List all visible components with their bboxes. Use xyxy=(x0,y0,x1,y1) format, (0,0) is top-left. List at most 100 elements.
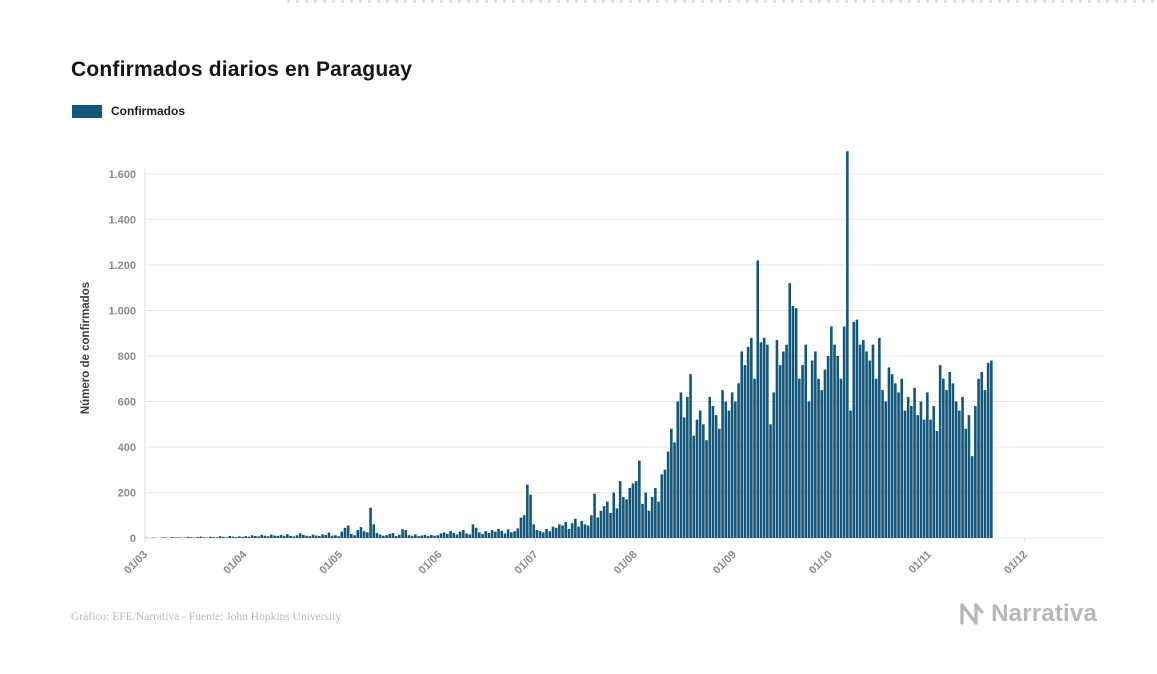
bar xyxy=(868,360,872,538)
chart-area: 0 200 400 600 800 1.000 1.200 1.400 1.600 01/03 01… xyxy=(70,140,1130,625)
bar xyxy=(702,424,705,538)
bar xyxy=(903,410,907,538)
x-tick-label: 01/12 xyxy=(1002,549,1030,577)
bar xyxy=(436,535,440,538)
bar xyxy=(823,369,827,538)
bar xyxy=(916,415,920,538)
bar xyxy=(945,390,948,539)
bar xyxy=(970,456,974,538)
bar xyxy=(625,499,628,538)
bar xyxy=(484,531,488,538)
bar xyxy=(842,326,846,538)
bar xyxy=(762,337,766,538)
x-tick-label: 01/11 xyxy=(907,549,935,577)
bar xyxy=(878,337,881,538)
bar xyxy=(286,534,289,538)
bar xyxy=(826,356,830,538)
confirmados-bar-chart: 0 200 400 600 800 1.000 1.200 1.400 1.600 01/03 01… xyxy=(108,151,1105,577)
bar xyxy=(926,392,929,538)
bar xyxy=(526,484,529,538)
bar xyxy=(631,483,635,538)
bar xyxy=(282,535,286,538)
bar xyxy=(356,530,360,538)
bar xyxy=(548,531,552,538)
bar xyxy=(394,535,398,538)
bar xyxy=(478,532,481,538)
bar xyxy=(529,494,532,538)
bar xyxy=(794,308,798,538)
bar xyxy=(302,534,305,538)
y-tick-label: 800 xyxy=(118,351,136,363)
x-tick-label: 01/07 xyxy=(513,549,541,577)
narrativa-icon xyxy=(960,603,984,625)
y-tick-label: 1.000 xyxy=(108,306,136,318)
bar xyxy=(865,351,868,538)
bar xyxy=(289,535,292,538)
bar xyxy=(337,536,340,538)
bar xyxy=(628,487,632,538)
bar xyxy=(494,531,497,538)
bar xyxy=(785,344,788,539)
bar xyxy=(740,351,744,538)
bar xyxy=(231,536,235,538)
bar xyxy=(343,527,347,538)
bar xyxy=(775,340,779,538)
bar xyxy=(714,415,718,538)
bar xyxy=(442,532,446,538)
bar xyxy=(177,537,180,538)
bar xyxy=(974,406,977,538)
bar xyxy=(705,440,708,538)
bar xyxy=(535,530,539,538)
bar xyxy=(698,410,702,538)
bar xyxy=(218,536,222,538)
x-tick-label: 01/08 xyxy=(612,549,640,577)
bar xyxy=(919,401,923,538)
bar xyxy=(375,533,379,538)
bar xyxy=(862,340,865,538)
bar xyxy=(532,524,536,538)
bar xyxy=(900,378,904,538)
bar xyxy=(753,378,756,538)
x-tick-label: 01/03 xyxy=(122,549,150,577)
bar xyxy=(468,534,472,538)
brand-logo: Narrativa xyxy=(959,600,1097,628)
bar xyxy=(487,533,491,538)
bar xyxy=(481,533,484,538)
bar xyxy=(378,534,382,538)
bar xyxy=(295,535,299,538)
bar xyxy=(820,390,824,539)
bar xyxy=(279,535,283,538)
y-tick-label: 1.600 xyxy=(108,169,136,181)
bar xyxy=(366,532,369,538)
bar xyxy=(260,534,264,538)
bar xyxy=(554,527,558,538)
bar xyxy=(270,534,273,538)
bar xyxy=(910,406,913,538)
bar xyxy=(414,534,417,538)
bar xyxy=(746,346,750,538)
bar xyxy=(391,533,395,538)
y-tick-label: 1.400 xyxy=(108,215,136,227)
bar xyxy=(398,534,401,538)
bar xyxy=(401,529,404,538)
bar xyxy=(561,525,564,538)
bar xyxy=(417,536,420,538)
bar xyxy=(727,410,731,538)
bar xyxy=(538,531,542,538)
bar xyxy=(849,410,852,538)
bar xyxy=(606,501,609,538)
bar xyxy=(782,351,785,538)
y-tick-label: 0 xyxy=(130,533,136,545)
bar xyxy=(266,536,270,538)
bar xyxy=(961,396,964,538)
bar xyxy=(586,525,590,538)
bar xyxy=(212,537,216,538)
y-tick-label: 600 xyxy=(118,397,136,409)
bar xyxy=(858,344,862,539)
bar xyxy=(894,383,897,538)
bar xyxy=(222,536,225,538)
bar xyxy=(580,520,584,538)
bar xyxy=(977,378,980,538)
bar xyxy=(407,535,411,538)
bar xyxy=(273,535,276,538)
